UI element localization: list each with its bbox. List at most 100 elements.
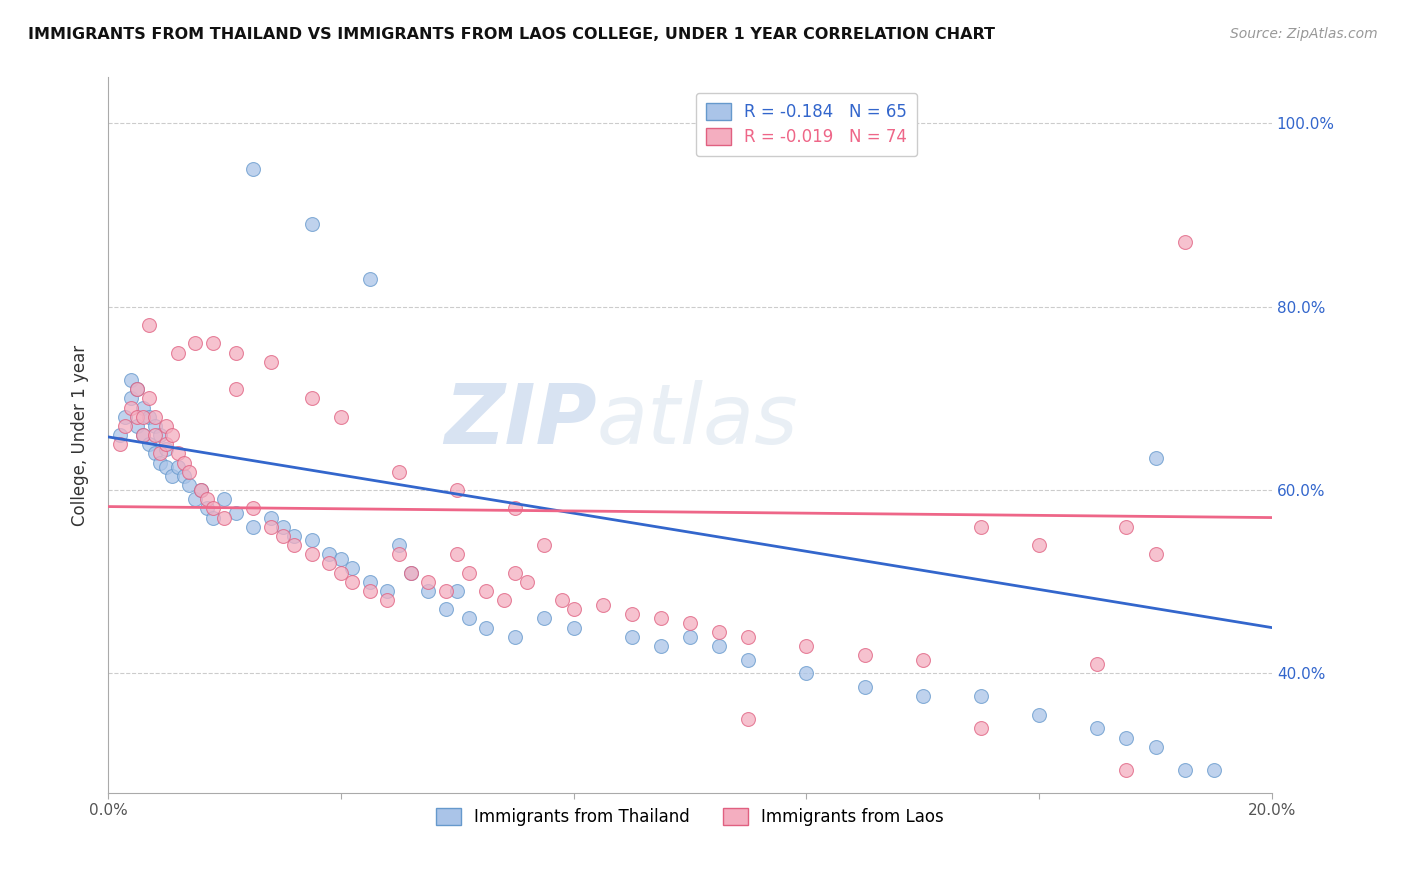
Point (242, 501, 264, 516)
Point (190, 483, 212, 497)
Point (184, 492, 207, 507)
Point (416, 574, 439, 589)
Point (127, 382, 149, 396)
Point (853, 680, 876, 694)
Point (155, 442, 177, 456)
Point (214, 510, 236, 524)
Point (143, 409, 166, 424)
Point (260, 520, 283, 534)
Point (132, 409, 155, 424)
Point (416, 583, 439, 598)
Point (108, 437, 131, 451)
Point (179, 478, 201, 492)
Point (794, 639, 817, 653)
Point (201, 510, 224, 524)
Point (650, 639, 672, 653)
Point (127, 418, 149, 433)
Point (446, 547, 468, 561)
Point (173, 469, 195, 483)
Point (143, 418, 166, 433)
Point (120, 392, 142, 406)
Point (516, 574, 538, 589)
Point (318, 557, 340, 571)
Point (1144, 450, 1167, 465)
Point (160, 428, 183, 442)
Point (446, 583, 468, 598)
Point (592, 598, 614, 612)
Point (225, 382, 247, 396)
Point (679, 615, 702, 630)
Point (149, 456, 172, 470)
Point (301, 217, 323, 231)
Point (475, 583, 498, 598)
Point (214, 492, 236, 507)
Point (155, 437, 177, 451)
Point (242, 520, 264, 534)
Point (329, 551, 352, 566)
Point (173, 456, 195, 470)
Point (359, 574, 381, 589)
Point (138, 392, 160, 406)
Point (446, 483, 468, 497)
Point (551, 593, 574, 607)
Point (533, 611, 555, 625)
Point (1115, 763, 1137, 777)
Point (388, 538, 411, 552)
Point (301, 533, 323, 548)
Point (970, 690, 993, 704)
Text: atlas: atlas (596, 380, 799, 461)
Point (1028, 538, 1050, 552)
Point (707, 625, 730, 640)
Point (737, 653, 759, 667)
Point (114, 409, 136, 424)
Point (242, 162, 264, 177)
Point (160, 469, 183, 483)
Point (1202, 763, 1225, 777)
Point (155, 418, 177, 433)
Point (301, 392, 323, 406)
Point (108, 428, 131, 442)
Point (149, 428, 172, 442)
Point (911, 690, 934, 704)
Point (1085, 722, 1108, 736)
Point (329, 566, 352, 580)
Point (505, 566, 527, 580)
Point (434, 602, 457, 616)
Point (620, 607, 643, 621)
Point (184, 336, 207, 351)
Point (1085, 657, 1108, 672)
Point (143, 446, 166, 460)
Point (1144, 739, 1167, 754)
Point (283, 538, 305, 552)
Point (388, 465, 411, 479)
Point (737, 630, 759, 644)
Point (195, 492, 218, 507)
Point (114, 418, 136, 433)
Point (505, 501, 527, 516)
Point (120, 401, 142, 415)
Point (143, 428, 166, 442)
Point (853, 648, 876, 662)
Point (533, 538, 555, 552)
Point (375, 583, 398, 598)
Point (707, 639, 730, 653)
Point (271, 520, 294, 534)
Point (1144, 547, 1167, 561)
Point (318, 547, 340, 561)
Point (166, 460, 188, 475)
Point (1174, 763, 1197, 777)
Point (166, 345, 188, 359)
Point (911, 653, 934, 667)
Point (271, 529, 294, 543)
Point (260, 510, 283, 524)
Point (132, 428, 155, 442)
Point (650, 611, 672, 625)
Point (1115, 520, 1137, 534)
Point (190, 483, 212, 497)
Point (359, 272, 381, 286)
Point (505, 630, 527, 644)
Point (132, 401, 155, 415)
Point (399, 566, 422, 580)
Point (1174, 235, 1197, 250)
Point (375, 593, 398, 607)
